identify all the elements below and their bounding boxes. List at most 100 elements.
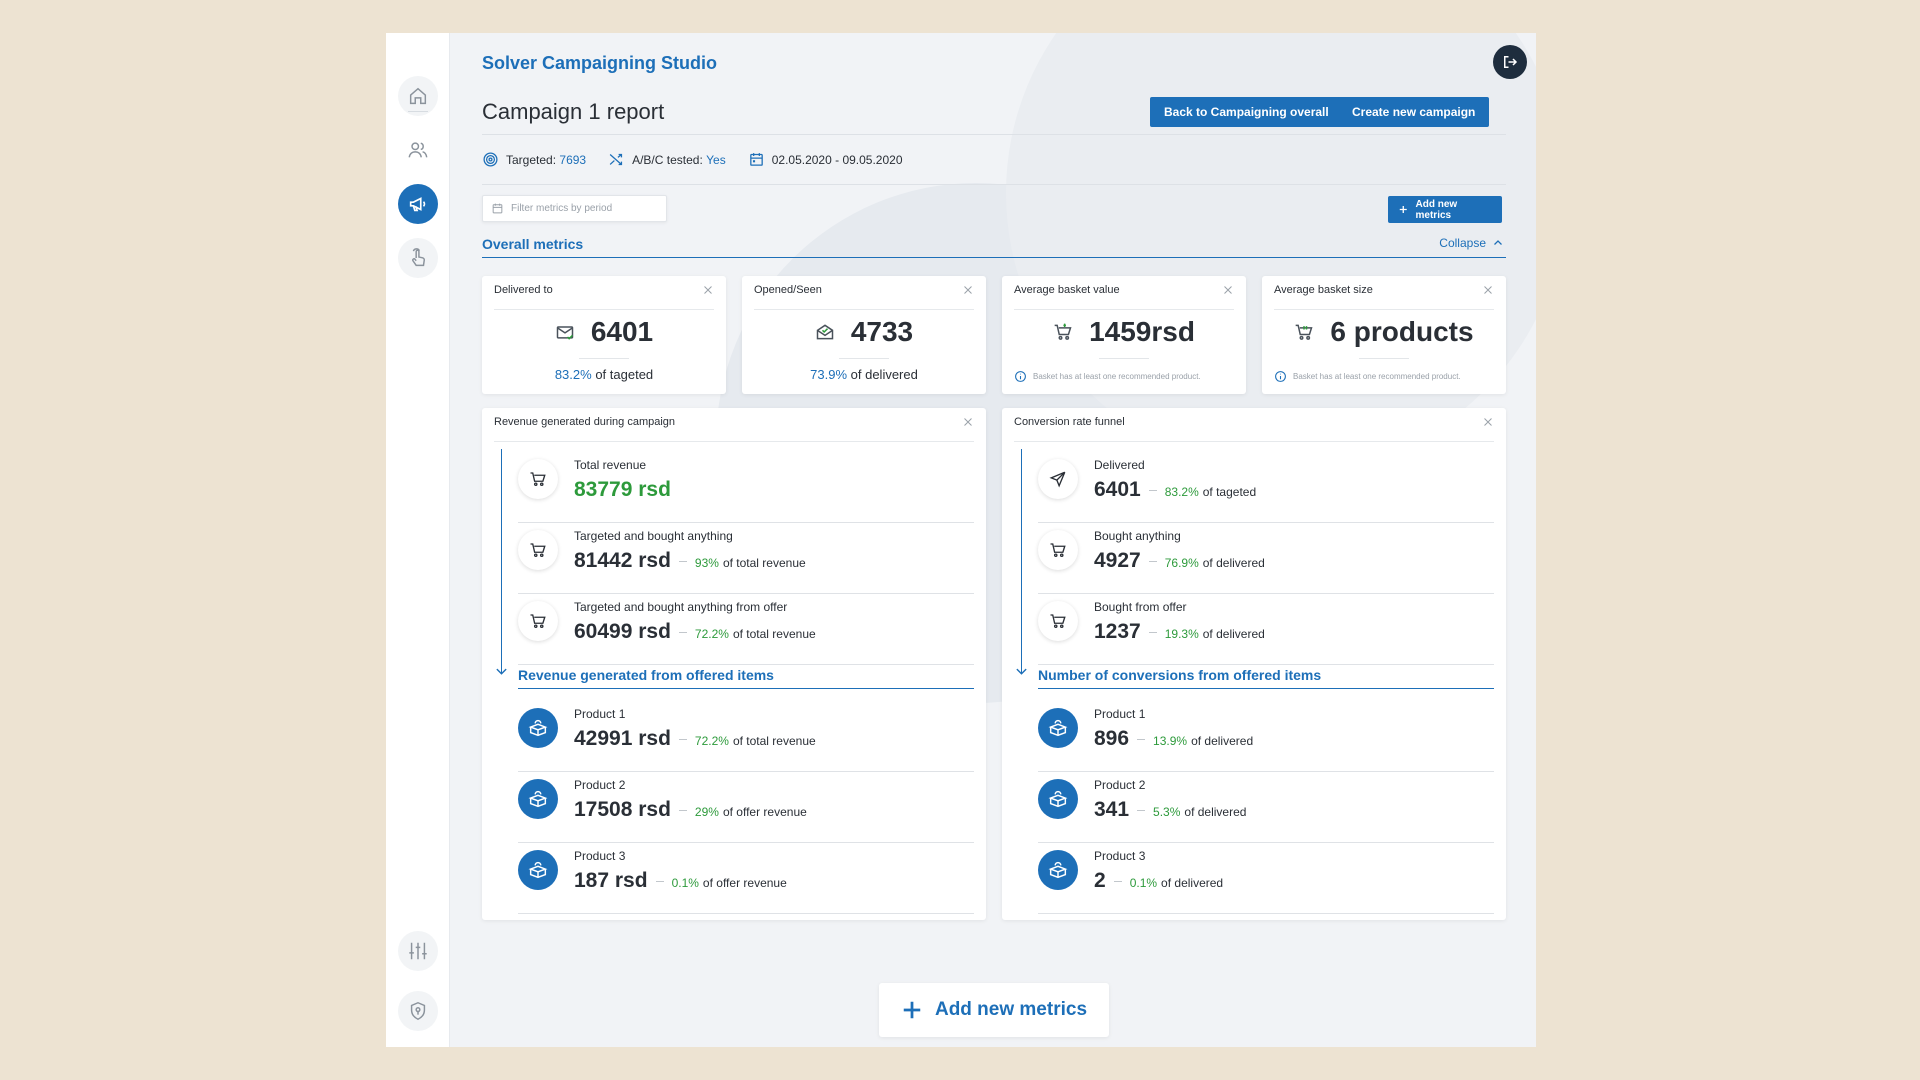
kpi-card-basket-value: Average basket value 1459rsd Basket has …	[1002, 276, 1246, 394]
kpi-note-text: Basket has at least one recommended prod…	[1293, 372, 1461, 381]
logout-icon	[1504, 56, 1518, 68]
add-metrics-button-small[interactable]: Add new metrics	[1388, 196, 1502, 223]
row-value: 341 5.3% of delivered	[1094, 798, 1246, 822]
logout-button[interactable]	[1493, 45, 1527, 79]
send-icon	[1038, 459, 1078, 499]
close-icon[interactable]	[962, 284, 974, 296]
list-item: Product 3 187 rsd 0.1% of offer revenue	[518, 843, 974, 914]
row-label: Delivered	[1094, 458, 1145, 472]
divider	[1137, 738, 1146, 740]
close-icon[interactable]	[1482, 284, 1494, 296]
row-percent-text: of delivered	[1202, 627, 1265, 641]
divider	[678, 560, 687, 562]
row-label: Product 2	[1094, 778, 1146, 792]
row-percent: 0.1%	[671, 876, 699, 890]
list-item: Product 1 42991 rsd 72.2% of total revenue	[518, 701, 974, 772]
date-range: 02.05.2020 - 09.05.2020	[771, 152, 903, 167]
kpi-title: Average basket value	[1014, 284, 1120, 296]
row-percent-text: of total revenue	[732, 627, 816, 641]
row-value: 6401 83.2% of tageted	[1094, 478, 1256, 502]
kpi-card-delivered: Delivered to 6401 83.2% of tageted	[482, 276, 726, 394]
sliders-icon	[409, 942, 427, 960]
row-percent-text: of total revenue	[722, 556, 806, 570]
add-metrics-label: Add new metrics	[934, 999, 1088, 1020]
conversion-funnel-panel: Conversion rate funnel Delivered 6401 83.…	[1002, 408, 1506, 920]
row-percent: 72.2%	[694, 734, 729, 748]
kpi-value-row: 6401	[482, 316, 726, 348]
create-campaign-button[interactable]: Create new campaign	[1338, 97, 1490, 127]
abc-label: A/B/C tested:	[632, 152, 703, 167]
row-amount: 896	[1094, 727, 1130, 750]
app-brand: Solver Campaigning Studio	[482, 53, 718, 73]
row-percent: 13.9%	[1153, 734, 1188, 748]
divider	[1099, 358, 1149, 359]
cart-icon	[1038, 530, 1078, 570]
sidebar-item-interactions[interactable]	[398, 238, 438, 278]
close-icon[interactable]	[1482, 416, 1494, 428]
divider	[678, 738, 687, 740]
targeted-value: 7693	[559, 152, 587, 167]
app-window: Solver Campaigning Studio Campaign 1 rep…	[386, 33, 1536, 1047]
kpi-card-header: Delivered to	[494, 284, 714, 310]
row-percent: 19.3%	[1164, 627, 1199, 641]
row-label: Targeted and bought anything from offer	[574, 600, 788, 614]
sidebar-item-home[interactable]	[398, 76, 438, 116]
targeted-label: Targeted:	[506, 152, 557, 167]
kpi-card-header: Average basket size	[1274, 284, 1494, 310]
close-icon[interactable]	[962, 416, 974, 428]
kpi-title: Average basket size	[1274, 284, 1373, 296]
row-label: Product 1	[1094, 707, 1146, 721]
info-icon	[1015, 371, 1026, 382]
mail-open-icon	[816, 324, 834, 340]
row-amount: 4927	[1094, 549, 1141, 572]
sidebar-item-audience[interactable]	[398, 130, 438, 170]
back-to-campaigning-button[interactable]: Back to Campaigning overall	[1150, 97, 1343, 127]
kpi-value: 1459rsd	[1089, 316, 1195, 347]
kpi-card-basket-size: Average basket size 6 products Basket ha…	[1262, 276, 1506, 394]
row-label: Product 2	[574, 778, 626, 792]
collapse-label: Collapse	[1439, 236, 1486, 250]
close-icon[interactable]	[1222, 284, 1234, 296]
row-percent: 0.1%	[1129, 876, 1158, 890]
product-box-icon	[1038, 850, 1078, 890]
close-icon[interactable]	[702, 284, 714, 296]
row-label: Product 3	[574, 849, 626, 863]
add-metrics-button-large[interactable]: Add new metrics	[879, 983, 1109, 1037]
revenue-panel: Revenue generated during campaign Total …	[482, 408, 986, 920]
row-amount: 341	[1094, 798, 1130, 821]
row-percent: 72.2%	[694, 627, 729, 641]
row-amount: 2	[1094, 869, 1106, 892]
row-percent-text: of delivered	[1184, 805, 1247, 819]
filter-metrics-input[interactable]: Filter metrics by period	[482, 195, 667, 222]
row-value: 83779 rsd	[574, 478, 671, 502]
list-item: Product 3 2 0.1% of delivered	[1038, 843, 1494, 914]
filter-placeholder: Filter metrics by period	[511, 203, 613, 214]
row-amount: 6401	[1094, 478, 1141, 501]
sidebar-item-settings[interactable]	[398, 931, 438, 971]
add-metrics-label: Add new metrics	[1415, 198, 1458, 221]
kpi-title: Opened/Seen	[754, 284, 822, 296]
sidebar-item-campaigns[interactable]	[398, 184, 438, 224]
kpi-value: 6401	[590, 316, 654, 347]
kpi-note: Basket has at least one recommended prod…	[1274, 370, 1461, 383]
divider	[1359, 358, 1409, 359]
divider	[1137, 809, 1146, 811]
sidebar-divider	[408, 111, 428, 112]
panel-title: Revenue generated during campaign	[494, 416, 676, 428]
list-item: Product 2 17508 rsd 29% of offer revenue	[518, 772, 974, 843]
kpi-value-row: 1459rsd	[1002, 316, 1246, 348]
divider	[1148, 489, 1157, 491]
kpi-percent: 73.9%	[810, 367, 848, 382]
cart-icon	[518, 601, 558, 641]
row-value: 896 13.9% of delivered	[1094, 727, 1253, 751]
product-box-icon	[518, 779, 558, 819]
divider	[482, 184, 1506, 185]
row-value: 4927 76.9% of delivered	[1094, 549, 1265, 573]
sidebar-item-security[interactable]	[398, 991, 438, 1031]
collapse-button[interactable]: Collapse	[1439, 236, 1504, 250]
targeted-info: Targeted: 7693	[482, 151, 586, 168]
kpi-value: 4733	[850, 316, 914, 347]
mail-check-icon	[556, 326, 574, 340]
list-item: Bought anything 4927 76.9% of delivered	[1038, 523, 1494, 594]
row-value: 17508 rsd 29% of offer revenue	[574, 798, 807, 822]
